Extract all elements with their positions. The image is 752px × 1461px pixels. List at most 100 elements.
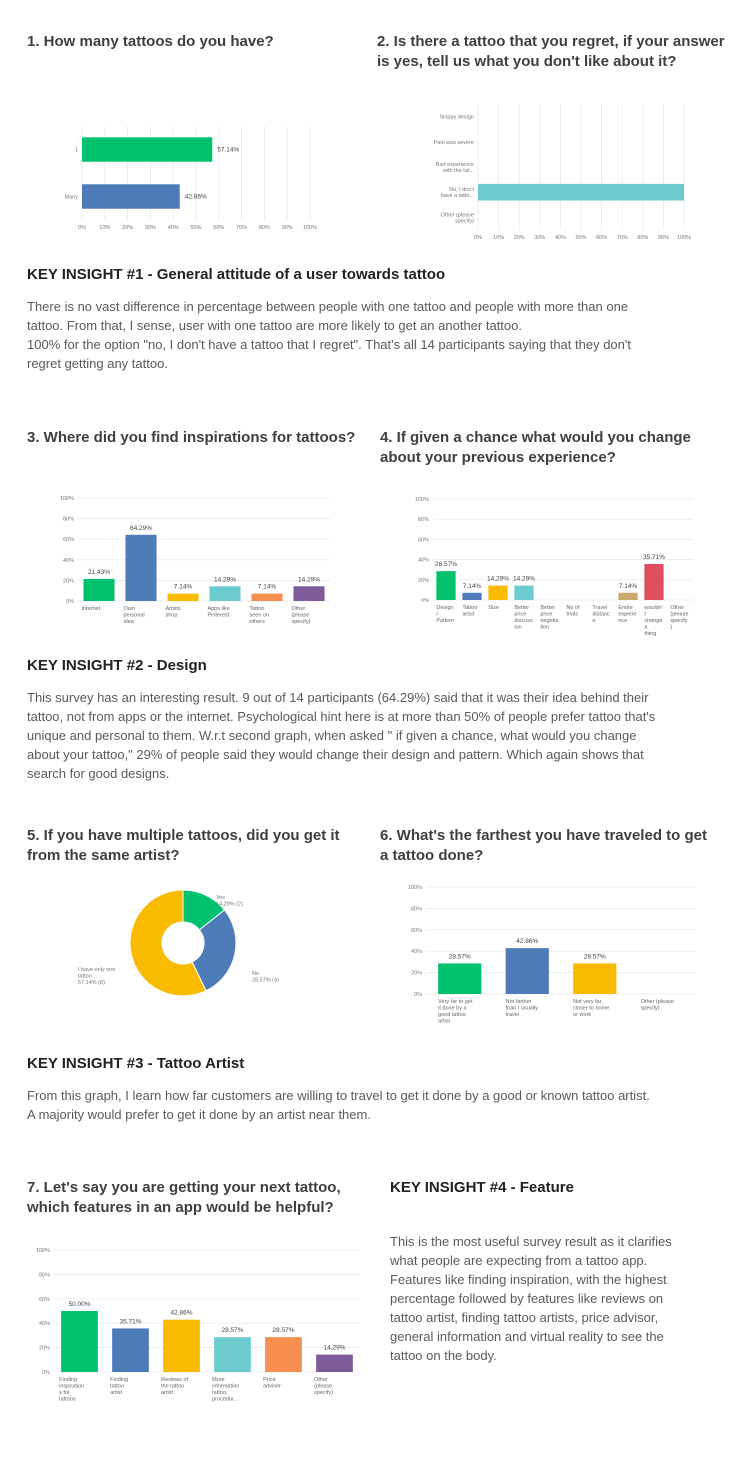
x-category-label: Own personal idea [123,606,144,625]
x-category-label: More information tattoo, procedur... [212,1377,239,1403]
data-label: 14.29% [513,576,535,583]
paragraph-line: Features like finding inspiration, with … [390,1272,667,1287]
chart-tattoo-regret: 0% 10% 20% 30% 40% 50% 60% 70% 80% 90% 100% Sloppy … [434,104,691,241]
question-7-title: 7. Let's say you are getting your next t… [27,1179,341,1216]
pie-slice [191,909,237,992]
data-label: 64.29% [130,525,152,532]
question-1-title: 1. How many tattoos do you have? [27,33,274,50]
question-4-title: 4. If given a chance what would you chan… [380,429,691,466]
data-label: 28.57% [584,953,606,960]
paragraph-line: search for good designs. [27,766,170,781]
x-category-label: Price adviser [263,1377,281,1390]
x-tick-label: 0% [78,225,86,231]
y-tick-label: 40% [411,949,422,955]
data-label: 28.57% [435,561,457,568]
paragraph-line: tattoo artist, finding tattoo artists, p… [390,1310,659,1325]
y-category-label: No, I don't have a tatto... [441,187,475,199]
paragraph-line: tattoo, not from apps or the internet. P… [27,709,656,724]
x-category-label: Very far to get it done by a good tattoo ar… [438,999,473,1025]
y-tick-label: 80% [39,1272,50,1278]
y-tick-label: 40% [63,558,74,564]
data-label: 42.86% [170,1310,192,1317]
bar [573,963,617,994]
data-label: 28.57% [449,953,471,960]
x-category-label: Better price negotia tion [540,605,559,631]
x-tick-label: 10% [99,225,110,231]
bar [436,571,456,600]
y-tick-label: 0% [414,992,422,998]
data-label: 14.29% [323,1345,345,1352]
y-tick-label: 20% [39,1346,50,1352]
y-category-label: 1 [75,148,78,154]
y-tick-label: 100% [408,885,422,891]
y-tick-label: 0% [66,599,74,605]
x-category-label: Not very far, closer to home or work [573,999,609,1018]
y-tick-label: 0% [42,1370,50,1376]
insight-2-text: This survey has an interesting result. 9… [27,688,747,783]
y-tick-label: 100% [415,497,429,503]
paragraph-line: From this graph, I learn how far custome… [27,1088,650,1103]
x-tick-label: 0% [474,235,482,241]
paragraph-line: tattoo on the body. [390,1348,497,1363]
y-tick-label: 20% [411,971,422,977]
x-category-label: Other (please specify) [670,605,688,631]
question-3-title: 3. Where did you find inspirations for t… [27,429,356,446]
bar [478,183,684,201]
pie-label: Yes 14.29% (2) [216,895,243,908]
x-tick-label: 40% [168,225,179,231]
x-tick-label: 20% [514,235,525,241]
bar [488,585,508,600]
x-tick-label: 70% [617,235,628,241]
data-label: 14.29% [298,576,320,583]
x-category-label: Other (please specify) [314,1377,333,1396]
x-category-label: Tattoo artist [462,605,477,618]
y-tick-label: 80% [418,517,429,523]
insight-1-title: KEY INSIGHT #1 - General attitude of a u… [27,266,446,283]
data-label: 35.71% [119,1318,141,1325]
bar [293,586,325,601]
bar [125,534,157,601]
x-category-label: Other (please specify) [641,999,674,1012]
x-category-label: Finding inspiration s for tattoos [59,1377,84,1403]
paragraph-line: what people are expecting from a tattoo … [390,1253,648,1268]
y-tick-label: 20% [418,578,429,584]
y-tick-label: 40% [418,558,429,564]
x-category-label: Tattoo seen on others [249,606,269,625]
x-tick-label: 100% [303,225,317,231]
y-category-label: Bad experience with the tat... [436,162,475,174]
paragraph-line: There is no vast difference in percentag… [27,299,629,314]
bar [167,593,199,601]
bar [112,1328,149,1372]
question-6-title: 6. What's the farthest you have traveled… [380,827,707,864]
data-label: 57.14% [217,147,239,154]
y-category-label: Many [65,195,79,201]
y-tick-label: 60% [63,537,74,543]
paragraph-line: tattoo. From that, I sense, user with on… [27,318,522,333]
paragraph-line: A majority would prefer to get it done b… [27,1107,371,1122]
x-tick-label: 30% [534,235,545,241]
pie-label: I have only one tattoo 57.14% (8) [78,967,115,986]
y-tick-label: 0% [421,598,429,604]
insight-3-text: From this graph, I learn how far custome… [27,1086,747,1124]
x-tick-label: 30% [145,225,156,231]
x-category-label: Size [488,605,499,611]
data-label: 7.14% [463,583,482,590]
x-tick-label: 60% [213,225,224,231]
insight-3-title: KEY INSIGHT #3 - Tattoo Artist [27,1055,245,1072]
y-category-label: Pain was severe [434,140,474,146]
x-category-label: Finding tattoo artist [110,1377,128,1396]
y-category-label: Sloppy design [439,115,474,121]
data-label: 14.29% [214,576,236,583]
x-category-label: Design / Pattern [436,605,454,624]
x-category-label: wouldn' t change a thing [643,605,662,637]
data-label: 28.57% [272,1327,294,1334]
y-tick-label: 60% [39,1297,50,1303]
y-tick-label: 60% [418,537,429,543]
x-tick-label: 100% [677,235,691,241]
x-tick-label: 40% [555,235,566,241]
x-tick-label: 70% [236,225,247,231]
x-tick-label: 90% [658,235,669,241]
insight-4-text: This is the most useful survey result as… [390,1232,730,1365]
y-tick-label: 20% [63,578,74,584]
x-tick-label: 10% [493,235,504,241]
